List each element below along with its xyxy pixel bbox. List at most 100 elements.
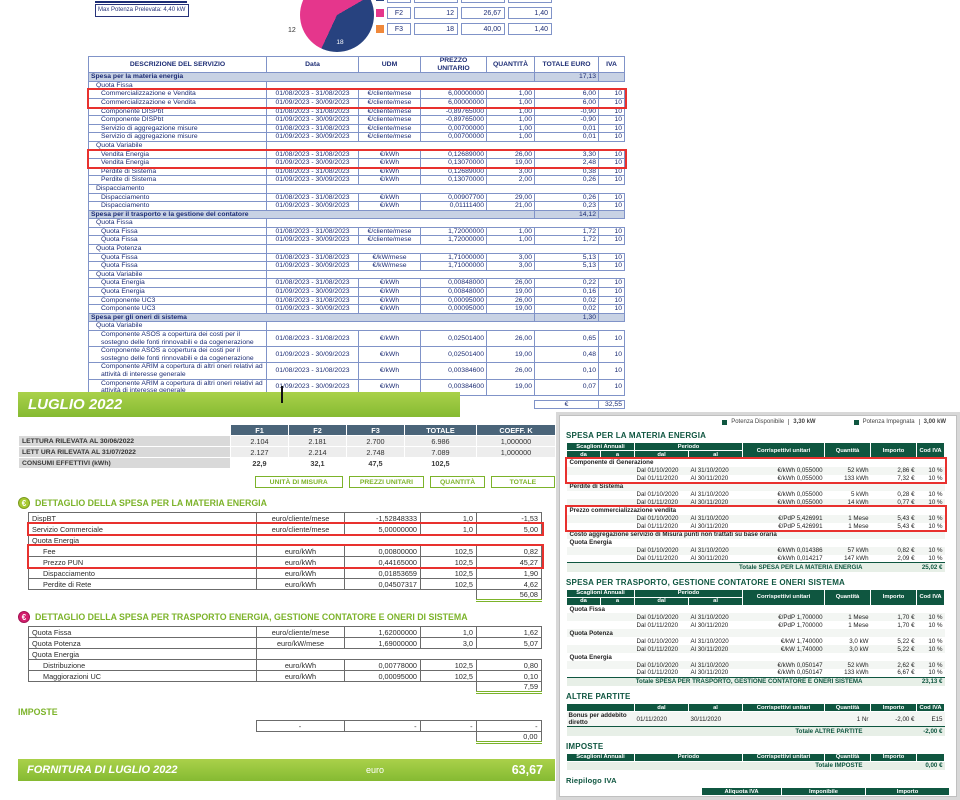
table-cell: 10 [598,89,625,99]
table-cell: Al 31/10/2020 [690,613,729,621]
table-cell: 0,13070000 [420,175,487,185]
table-row: Servizio di aggregazione misure 01/08/202… [88,123,625,134]
table-cell: 10 % [928,475,943,482]
table-cell: LETTURA RILEVATA AL 30/06/2022 [18,435,231,447]
table-cell: 10 % [928,547,943,554]
table-cell: 01/08/2023 - 31/08/2023 [266,106,359,117]
table-cell: € 48,15 [782,796,866,797]
table-cell: 01/09/2023 - 30/09/2023 [266,132,359,142]
table-cell: - [475,720,542,732]
table-cell: 3,0 kW [849,645,869,653]
table-cell: Dal 01/10/2020 [636,613,679,621]
table-cell: 47,5 [346,457,405,469]
table-cell: 10 [598,346,625,364]
table-cell: 10 [598,304,625,314]
table-cell [257,649,542,660]
table-cell: 29,00 [486,192,535,203]
table-cell: 6,00 [534,89,599,99]
table-row: Quota Fissa 01/09/2023 - 30/09/2023 €/clie… [88,235,625,246]
table-cell: €/kWh [358,362,421,380]
table-row: Quota Energia 01/09/2023 - 30/09/2023 €/kW… [88,287,625,297]
table-cell: 1,69000000 [344,637,421,649]
table-cell: €/cliente/mese [358,132,421,142]
table-cell: DispBT [28,512,257,524]
table-cell: Prezzo commercializzazione vendita [569,507,677,514]
table-cell: 10 [598,226,625,237]
table-cell: 0,02 [534,304,599,314]
table-cell: euro/kWh [256,578,345,590]
table-cell: Spesa per gli oneri di sistema [88,312,535,323]
table-cell: €/kWh [358,329,421,348]
table-cell: 0,00 € [870,760,945,770]
units-header: TOTALE [490,476,555,488]
table-cell: 2.104 [230,435,289,447]
table-cell: Totale SPESA PER TRASPORTO, GESTIONE CON… [566,676,871,686]
table-cell: €/kWh [358,278,421,289]
table-cell [267,81,625,90]
table-cell [598,72,625,82]
table-cell: Quota Fissa [88,218,267,228]
table-cell: €/kW/mese [358,261,421,271]
table-cell: 32,55 [598,399,625,410]
table-cell: 1,30 [534,312,599,323]
table-cell [598,312,625,323]
table-cell: Quota Variabile [88,321,267,331]
table-cell: 01/08/2023 - 31/08/2023 [266,149,359,160]
table-cell [29,682,477,693]
table-cell: UDM [358,55,421,74]
table-cell: 0,00700000 [420,123,487,134]
table-cell: 10 % [928,523,943,530]
table-cell: -2,00 € [895,715,915,723]
bullet-icon [853,419,859,425]
table-cell: F2 [288,424,347,436]
table-cell: Quota Energia [569,653,612,661]
table-cell: 10 % [928,613,943,621]
table-cell [567,637,635,645]
table-row: Dispacciamento euro/kWh 0,01853659 102,5 1,9… [28,567,542,579]
table-cell: Al 31/10/2020 [690,547,729,554]
month-banner: LUGLIO 2022 [18,392,460,417]
legend-band-label: F3 [387,23,411,35]
table-cell: 1,0 [420,523,477,535]
table-cell: 22,9 [230,457,289,469]
legend-value [414,0,458,3]
table-cell: euro/kW/mese [256,637,345,649]
table-cell: 0,23 [534,201,599,211]
cropped-text-line [95,1,187,3]
table-row: Dal 01/10/2020 Al 31/10/2020 €/kW 1,740000… [567,637,945,645]
dr-trasporto-heading: SPESA PER TRASPORTO, GESTIONE CONTATORE … [566,577,846,587]
table-cell: 10 [598,329,625,348]
table-cell: €/cliente/mese [358,235,421,246]
table-cell: 0,00907700 [420,192,487,203]
table-cell: 10 % [928,554,943,562]
power-available: Potenza Disponibile 3,30 kW [722,419,816,425]
table-cell: €/kWh 0,055000 [777,499,823,506]
table-cell: 0,13070000 [420,158,487,168]
table-cell: 1,0 [420,626,477,638]
table-cell: Quota Potenza [88,244,267,254]
table-row: Spesa per il trasporto e la gestione del… [88,209,625,220]
table-cell: Periodo [634,752,744,762]
table-cell: 0,04507317 [344,578,421,590]
table-row: Prezzo commercializzazione vendita [567,507,945,515]
table-cell: 01/09/2023 - 30/09/2023 [266,235,359,246]
table-cell: 01/11/2020 [636,715,668,723]
dr-riepilogo-iva-body: Aliquota IVAImponibileImporto10 %€ 48,15… [701,787,950,797]
meter-readings-body: F1 F2 F3 TOTALE COEFF. K LETTURA RILEVATA AL … [18,424,556,469]
table-cell: Dal 01/11/2020 [636,554,679,562]
table-cell [28,732,476,743]
table-cell: Distribuzione [28,659,257,671]
table-cell: 6,00 [534,97,599,108]
table-cell: 10 [598,97,625,108]
table-row: Commercializzazione e Vendita 01/09/2023 … [88,97,625,108]
power-meta-row: Potenza Disponibile 3,30 kW Potenza Impe… [566,419,950,425]
table-cell: Perdite di Sistema [88,175,267,185]
trasporto-detail-table: Quota Fissa euro/cliente/mese 1,62000000 1,… [28,626,542,694]
table-cell: €/kW/mese [358,252,421,263]
legend-value: 1,40 [508,23,552,35]
table-cell [567,669,635,677]
table-cell: Periodo [634,442,744,451]
table-cell: 01/08/2023 - 31/08/2023 [266,362,359,380]
dr-materia-heading: SPESA PER LA MATERIA ENERGIA [566,431,707,440]
table-cell: €/cliente/mese [358,106,421,117]
